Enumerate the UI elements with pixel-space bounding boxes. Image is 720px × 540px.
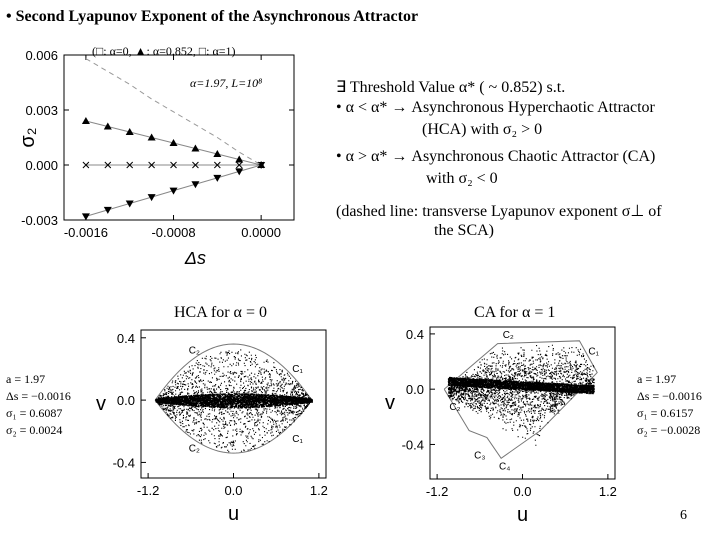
ca-title: CA for α = 1 (474, 304, 556, 321)
curve-label: C₂ (503, 330, 514, 341)
data-point (148, 161, 155, 169)
y-tick-label: 0.000 (25, 158, 58, 173)
x-tick-label: -0.0016 (64, 225, 108, 240)
y-tick-label: 0.0 (117, 393, 135, 408)
data-point (191, 181, 200, 189)
y-tick-label: -0.4 (113, 455, 135, 470)
y-tick-label: 0.4 (117, 331, 135, 346)
threshold-line: ∃ Threshold Value α* ( ~ 0.852) s.t. (336, 79, 566, 96)
hca-condition: • α < α* → Asynchronous Hyperchaotic Att… (336, 99, 655, 116)
data-point (170, 161, 177, 169)
dashed-line-note-cont: the SCA) (434, 222, 494, 239)
y-tick-label: 0.003 (25, 103, 58, 118)
curve-label: C₂ (189, 444, 200, 455)
y-axis-label: v (385, 392, 395, 414)
param-a: a = 1.97 (6, 372, 46, 386)
x-axis-label: Δs (184, 248, 206, 268)
attractor-points (447, 344, 595, 446)
ca-parameters: a = 1.97 Δs = −0.0016 σ₁ = 0.6157 σ₂ = −… (637, 371, 702, 439)
data-point (126, 161, 134, 169)
data-point (169, 139, 178, 146)
x-tick-label: 0.0 (513, 484, 531, 499)
data-point (103, 122, 112, 130)
param-a: a = 1.97 (637, 372, 677, 386)
x-tick-label: 0.0 (224, 483, 242, 498)
x-tick-label: 1.2 (599, 484, 617, 499)
x-tick-label: 0.0000 (241, 225, 281, 240)
x-axis-label: u (517, 504, 528, 526)
data-point (192, 161, 199, 169)
attractor-core (447, 376, 595, 395)
x-tick-label: -0.0008 (151, 225, 195, 240)
hca-parameters: a = 1.97 Δs = −0.0016 σ₁ = 0.6087 σ₂ = 0… (6, 371, 71, 439)
data-point (81, 213, 90, 221)
title-bullet: • (6, 8, 12, 25)
curve-label: C₁ (549, 405, 560, 416)
hca-condition-detail: (HCA) with σ₂ > 0 (422, 121, 543, 138)
data-point (213, 150, 222, 157)
x-tick-label: 1.2 (310, 483, 328, 498)
curve-label: C₄ (499, 461, 510, 472)
param-ds: Δs = −0.0016 (637, 389, 702, 403)
y-tick-label: -0.4 (402, 437, 424, 452)
y-axis-label: v (96, 393, 106, 415)
ca-condition: • α > α* → Asynchronous Chaotic Attracto… (336, 148, 656, 165)
curve-label: C₁ (292, 434, 303, 445)
y-tick-label: 0.006 (25, 48, 58, 63)
x-axis-label: u (228, 503, 239, 525)
plot-frame (63, 54, 295, 221)
y-tick-label: 0.0 (406, 382, 424, 397)
data-point (235, 168, 244, 176)
curve-label: C₁ (292, 364, 303, 375)
curve-label: C₃ (474, 450, 485, 461)
data-point (103, 206, 112, 214)
data-point (125, 200, 134, 208)
y-tick-label: -0.003 (21, 213, 58, 228)
data-point (82, 161, 90, 169)
attractor-core (155, 393, 313, 409)
param-sigma1: σ₁ = 0.6157 (637, 406, 694, 420)
data-point (147, 133, 156, 141)
curve-label: C₂ (189, 345, 200, 356)
param-ds: Δs = −0.0016 (6, 389, 71, 403)
data-point (81, 117, 90, 124)
dashed-line-note: (dashed line: transverse Lyapunov expone… (336, 203, 662, 220)
data-point (191, 144, 200, 152)
data-point (125, 128, 134, 135)
data-point (169, 187, 178, 195)
title-text: Second Lyapunov Exponent of the Asynchro… (15, 8, 419, 25)
data-point (104, 161, 112, 169)
data-point (235, 155, 244, 163)
param-sigma2: σ₂ = 0.0024 (6, 423, 63, 437)
y-axis-label: σ₂ (17, 127, 39, 147)
page-number: 6 (680, 508, 687, 523)
data-point (213, 161, 221, 169)
chart-annotation: α=1.97, L=10⁸ (190, 76, 263, 90)
curve-label: C₁ (588, 347, 599, 358)
x-tick-label: -1.2 (137, 483, 159, 498)
slide-title: • Second Lyapunov Exponent of the Asynch… (6, 8, 418, 26)
data-point (147, 194, 156, 202)
curve-label: C₂ (449, 402, 460, 413)
data-point (235, 161, 243, 169)
series-line-dashed (85, 58, 262, 166)
y-tick-label: 0.4 (406, 327, 424, 342)
ca-condition-detail: with σ₂ < 0 (426, 170, 498, 187)
param-sigma2: σ₂ = −0.0028 (637, 423, 701, 437)
data-point (213, 174, 222, 182)
param-sigma1: σ₁ = 0.6087 (6, 406, 63, 420)
x-tick-label: -1.2 (426, 484, 448, 499)
hca-title: HCA for α = 0 (174, 304, 267, 321)
